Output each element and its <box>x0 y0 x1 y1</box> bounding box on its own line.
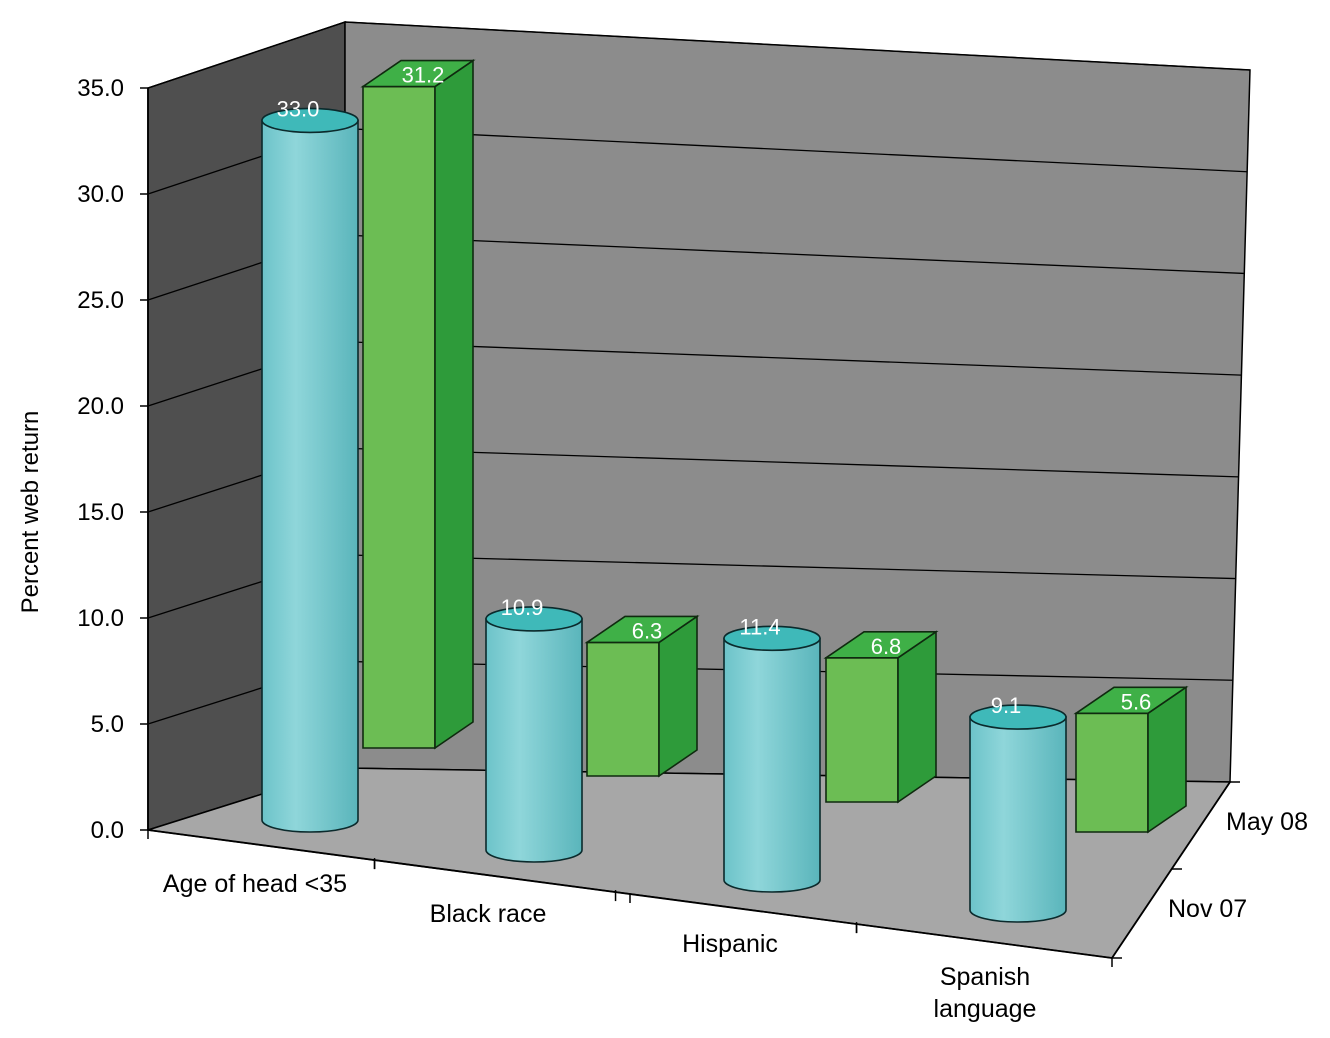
cylinder-bar-top <box>723 625 821 652</box>
depth-axis-line <box>1111 781 1231 959</box>
box-bar-front <box>1075 712 1149 833</box>
category-label: Spanish language <box>934 963 1037 1023</box>
data-label-nov07: 33.0 <box>277 96 320 121</box>
data-label-nov07: 10.9 <box>501 595 544 620</box>
y-tick-label: 25.0 <box>77 287 124 314</box>
data-label-may08: 6.8 <box>871 634 902 659</box>
y-tick-label: 35.0 <box>77 75 124 102</box>
box-bar-front <box>586 641 660 777</box>
x-axis-ticks <box>147 830 1113 967</box>
cylinder-bar-body <box>723 637 821 893</box>
box-bar-front <box>825 657 899 803</box>
y-tick-label: 5.0 <box>91 711 124 738</box>
cylinder-bar-body <box>261 119 359 833</box>
series-labels: Nov 07 May 08 <box>1168 808 1308 923</box>
y-axis-title: Percent web return <box>17 411 44 614</box>
box-bar-top <box>1073 686 1189 715</box>
cylinder-bar-top <box>485 606 583 632</box>
y-tick-label: 30.0 <box>77 181 124 208</box>
box-bar-side <box>434 59 474 750</box>
gridline-back <box>344 21 1251 71</box>
cylinder-bar-top <box>261 107 359 134</box>
y-tick-label: 0.0 <box>91 817 124 844</box>
data-label-may08: 6.3 <box>632 618 663 643</box>
gridline-back <box>344 127 1248 173</box>
data-label-may08: 5.6 <box>1121 689 1152 714</box>
box-bar-side <box>658 614 698 778</box>
category-label: Age of head <35 <box>163 870 347 898</box>
data-label-may08: 31.2 <box>402 63 445 88</box>
gridline-back <box>344 234 1245 275</box>
bars <box>261 59 1189 923</box>
box-bar-top <box>823 631 939 659</box>
y-axis: 0.0 5.0 10.0 15.0 20.0 25.0 30.0 35.0 <box>77 75 149 844</box>
gridline-back <box>344 554 1236 580</box>
gridline-back <box>344 447 1239 478</box>
y-tick-label: 10.0 <box>77 605 124 632</box>
category-label: Hispanic <box>682 930 778 958</box>
cylinder-bar-body <box>969 716 1067 923</box>
cylinder-bar-top <box>969 704 1067 730</box>
y-tick-label: 15.0 <box>77 499 124 526</box>
data-labels: 31.2 33.0 6.3 10.9 6.8 11.4 5.6 9.1 <box>277 63 1152 719</box>
gridline-left <box>147 21 346 89</box>
depth-axis-ticks <box>1112 781 1240 959</box>
box-bar-front <box>362 85 436 749</box>
data-label-nov07: 9.1 <box>991 693 1022 718</box>
y-tick-label: 20.0 <box>77 393 124 420</box>
box-bar-side <box>897 630 937 804</box>
box-bar-top <box>584 615 700 644</box>
series-label: May 08 <box>1226 808 1308 836</box>
series-label: Nov 07 <box>1168 895 1247 923</box>
category-label: Black race <box>430 900 547 928</box>
cylinder-bar-body <box>485 618 583 863</box>
box-bar-top <box>360 59 476 88</box>
category-labels: Age of head <35 Black race Hispanic Spanish… <box>163 870 1037 1023</box>
data-label-nov07: 11.4 <box>739 614 780 639</box>
gridline-back <box>344 341 1242 376</box>
